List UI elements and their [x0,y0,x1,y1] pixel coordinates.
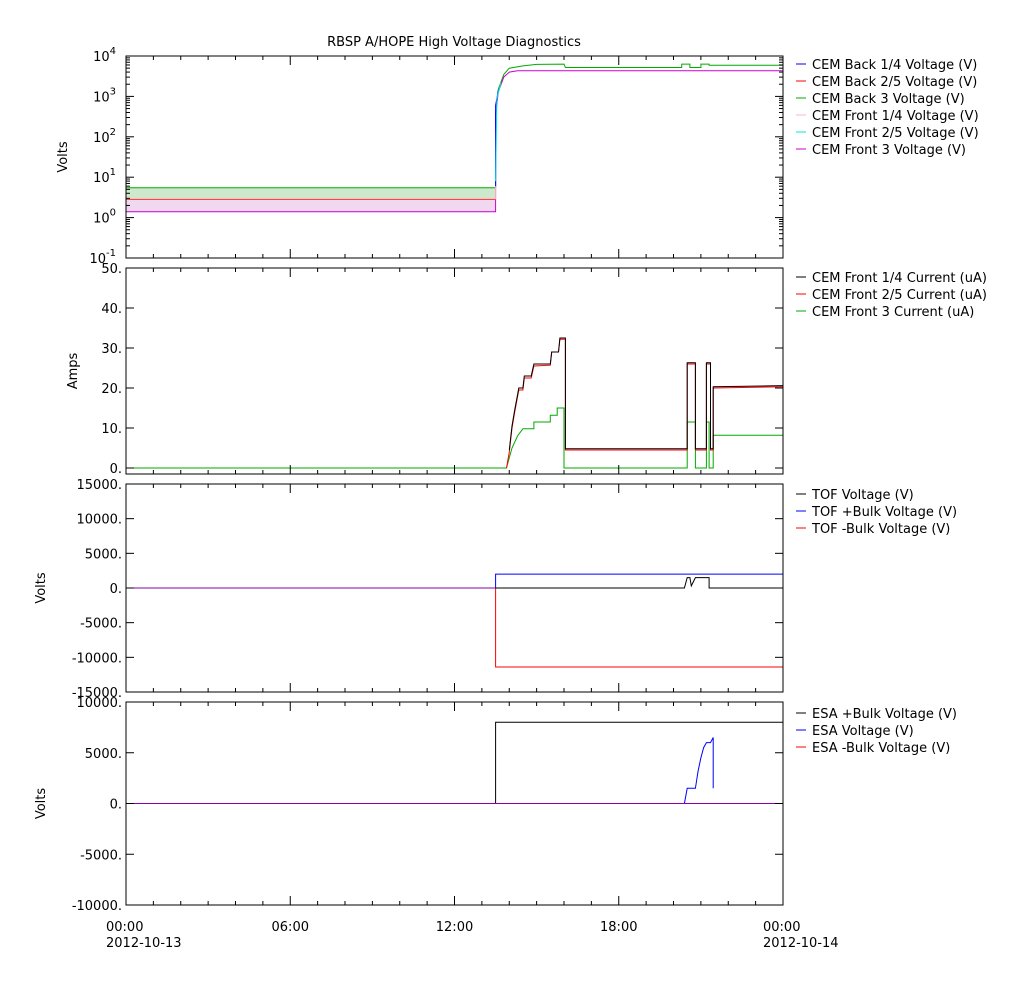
legend-label: CEM Front 1/4 Current (uA) [812,271,987,286]
y-axis-title: Volts [34,572,49,604]
x-tick-time: 06:00 [272,920,309,935]
fill-band-1 [126,187,496,200]
legend-label: CEM Back 2/5 Voltage (V) [812,75,977,90]
y-tick-label: 101 [93,167,116,186]
y-tick-label: 5000. [85,747,122,762]
y-tick-base: 10 [93,212,110,227]
series-line-esa-bulk-voltage-v- [495,721,783,804]
y-tick-label: -5000. [80,617,122,632]
y-tick-label: 10000. [77,696,123,711]
legend-label: ESA -Bulk Voltage (V) [812,741,950,756]
series-line-tof-bulk-voltage-v- [126,587,783,668]
series-line-cem-back-3-voltage-v- [126,63,783,189]
y-tick-label: 50. [101,262,122,277]
legend-label: TOF -Bulk Voltage (V) [811,522,950,537]
y-axis-title: Volts [56,141,71,173]
legend-label: CEM Front 3 Voltage (V) [812,143,966,158]
y-tick-label: -15000. [72,686,122,701]
legend-label: CEM Back 1/4 Voltage (V) [812,58,977,73]
y-tick-label: 30. [101,342,122,357]
panel-4: 10000. 5000. 0. -5000. -10000. Volts ESA +Bulk… [34,696,957,914]
y-tick-label: 0. [110,582,122,597]
series-line-cem-front-3-current-ua- [126,407,783,469]
x-tick-time: 18:00 [600,920,637,935]
y-tick-exponent: -1 [106,248,116,259]
y-tick-exponent: 2 [110,127,116,138]
x-tick-time: 00:00 [106,920,143,935]
legend-label: TOF Voltage (V) [811,488,914,503]
y-axis-title: Amps [66,352,81,389]
panel-3: 15000. 10000. 5000. 0. -5000. -10000. -15000. V… [34,478,957,701]
chart-title: RBSP A/HOPE High Voltage Diagnostics [327,35,581,50]
fill-band-2 [126,199,496,212]
y-tick-exponent: 0 [110,208,116,219]
x-tick-date: 2012-10-14 [763,936,839,951]
legend-label: CEM Back 3 Voltage (V) [812,92,965,107]
x-tick-time: 12:00 [436,920,473,935]
series-line-esa-voltage-v- [683,737,714,804]
y-tick-base: 10 [93,131,110,146]
legend-label: ESA +Bulk Voltage (V) [812,707,957,722]
y-tick-exponent: 3 [110,86,116,97]
plot-frame [125,55,784,259]
legend-label: ESA Voltage (V) [812,724,914,739]
y-tick-label: 10-1 [89,248,116,267]
legend-label: CEM Front 3 Current (uA) [812,305,974,320]
y-tick-label: 103 [93,86,116,105]
plot-frame [125,267,784,475]
y-tick-label: 104 [93,46,116,65]
y-tick-base: 10 [93,50,110,65]
x-tick-date: 2012-10-13 [106,936,182,951]
y-tick-base: 10 [89,252,106,267]
legend-label: CEM Front 2/5 Voltage (V) [812,126,979,141]
legend-label: TOF +Bulk Voltage (V) [811,505,957,520]
legend: ESA +Bulk Voltage (V) ESA Voltage (V) ESA … [796,707,957,756]
series-line-tof-voltage-v- [495,577,783,589]
y-tick-label: -5000. [80,848,122,863]
y-tick-base: 10 [93,90,110,105]
y-tick-label: 5000. [85,547,122,562]
y-tick-label: 100 [93,208,116,227]
y-tick-base: 10 [93,171,110,186]
series-line-cem-front-1-4-current-ua- [508,337,784,451]
y-tick-label: 0. [110,462,122,477]
y-tick-label: 0. [110,798,122,813]
legend-label: CEM Front 2/5 Current (uA) [812,288,987,303]
y-tick-label: 15000. [77,478,123,493]
y-tick-label: -10000. [72,899,122,914]
x-tick-time: 00:00 [763,920,800,935]
y-tick-label: 20. [101,382,122,397]
y-axis-title: Volts [34,788,49,820]
series-line-cem-front-2-5-current-ua- [506,338,784,469]
y-tick-label: 102 [93,127,116,146]
legend: CEM Back 1/4 Voltage (V) CEM Back 2/5 Vol… [796,58,979,158]
legend: TOF Voltage (V) TOF +Bulk Voltage (V) TOF … [796,488,957,537]
y-tick-exponent: 4 [110,46,116,57]
y-tick-exponent: 1 [110,167,116,178]
y-tick-label: -10000. [72,651,122,666]
panel-2: 50. 40. 30. 20. 10. 0. Amps CEM Front 1/4 Curre… [66,262,987,477]
y-tick-label: 40. [101,302,122,317]
legend: CEM Front 1/4 Current (uA) CEM Front 2/5 … [796,271,987,320]
y-tick-label: 10. [101,422,122,437]
legend-label: CEM Front 1/4 Voltage (V) [812,109,979,124]
y-tick-label: 10000. [77,513,123,528]
series-line-cem-front-2-5-voltage-v- [495,82,502,182]
